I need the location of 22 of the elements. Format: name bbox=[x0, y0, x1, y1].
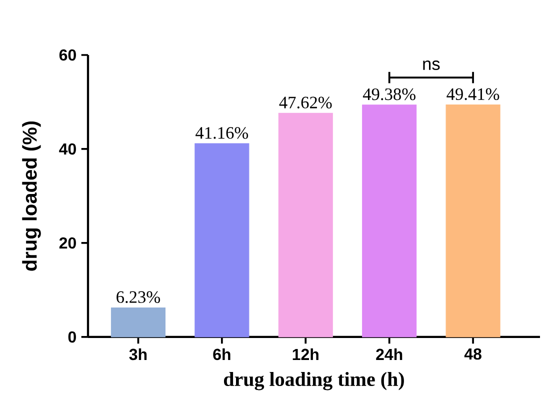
bar bbox=[110, 307, 166, 338]
bar bbox=[446, 104, 500, 338]
x-tick-label: 6h bbox=[213, 348, 230, 360]
y-tick-label: 60 bbox=[59, 49, 76, 61]
x-axis-title: drug loading time (h) bbox=[224, 372, 404, 390]
x-tick-label: 12h bbox=[292, 348, 318, 360]
data-label: 49.41% bbox=[446, 88, 500, 100]
annotation: ns bbox=[423, 60, 440, 70]
data-label: 41.16% bbox=[196, 127, 248, 139]
y-tick-label: 0 bbox=[68, 331, 76, 343]
y-axis-title: drug loaded (%) bbox=[22, 121, 41, 271]
y-tick-label: 40 bbox=[59, 143, 76, 155]
data-label: 47.62% bbox=[279, 96, 332, 108]
data-label: 6.23% bbox=[116, 291, 160, 303]
bar bbox=[362, 104, 417, 338]
data-label: 49.38% bbox=[362, 88, 416, 100]
x-tick-label: 3h bbox=[129, 348, 147, 360]
x-tick-label: 24h bbox=[376, 348, 402, 360]
y-tick-label: 20 bbox=[59, 237, 76, 249]
bar bbox=[278, 112, 333, 338]
x-tick-label: 48 bbox=[464, 348, 482, 360]
bar bbox=[194, 143, 250, 338]
